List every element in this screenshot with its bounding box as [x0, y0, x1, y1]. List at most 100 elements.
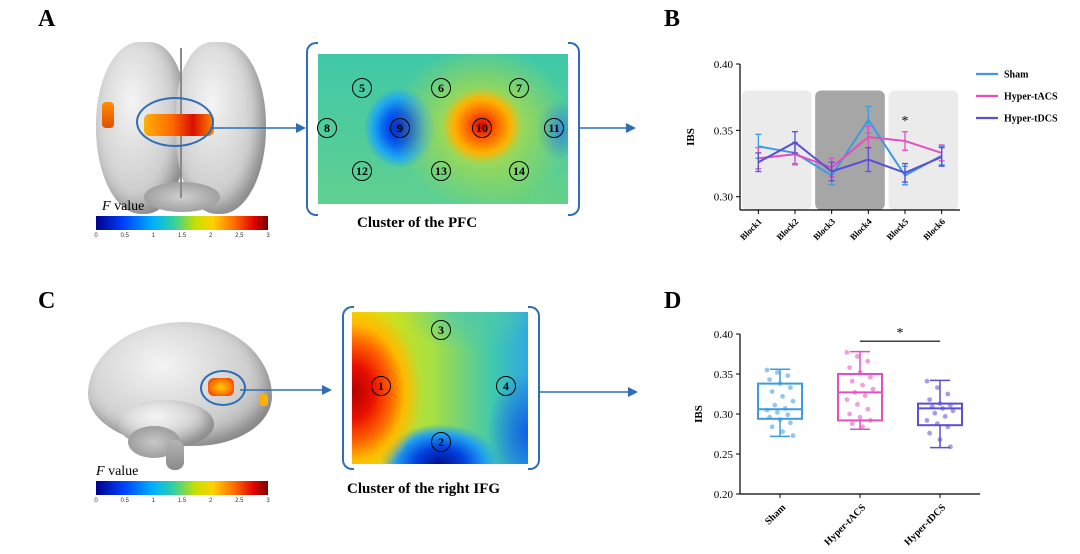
panel-a-letter: A	[38, 6, 56, 32]
data-point	[942, 414, 948, 419]
data-point	[929, 404, 935, 410]
shaded-block	[815, 90, 885, 210]
data-point	[860, 382, 865, 388]
data-point	[857, 414, 863, 420]
data-point	[785, 373, 791, 378]
bracket-right-a	[568, 42, 580, 216]
data-point	[769, 389, 775, 394]
roi-ellipse-pfc	[136, 97, 214, 147]
panel-d-letter: D	[664, 288, 682, 314]
brain-lateral-stem	[166, 440, 184, 470]
fvalue-label-a: F value	[102, 199, 145, 214]
data-point	[937, 401, 943, 406]
data-point	[860, 424, 865, 430]
x-tick-label: Hyper-tDCS	[903, 502, 949, 548]
channel-4: 4	[496, 376, 516, 396]
data-point	[777, 381, 783, 386]
data-point	[865, 406, 871, 412]
box	[917, 402, 963, 427]
roi-ellipse-ifg	[200, 370, 246, 406]
colorbar-a	[96, 216, 268, 230]
data-point	[927, 397, 932, 402]
data-point	[847, 365, 852, 370]
data-point	[950, 408, 956, 414]
legend-label: Sham	[1004, 70, 1029, 81]
data-point	[790, 398, 796, 404]
colorbar-c-ticks: 0 0.5 1 1.5 2 2.5 3	[94, 498, 269, 506]
data-point	[945, 391, 951, 397]
box	[757, 382, 803, 420]
data-point	[775, 410, 780, 415]
arrow-map-to-chart-a	[580, 123, 636, 133]
data-point	[782, 406, 788, 411]
data-point	[855, 402, 860, 407]
data-point	[790, 433, 796, 438]
channel-6: 6	[431, 78, 451, 98]
channel-5: 5	[352, 78, 372, 98]
data-point	[870, 386, 876, 392]
channel-labels-pfc: 5 6 7 8 9 10 11 12 13 14	[317, 54, 568, 204]
series-line	[757, 141, 943, 174]
data-point	[767, 377, 772, 382]
channel-12: 12	[352, 161, 372, 181]
data-point	[865, 358, 871, 364]
caption-pfc: Cluster of the PFC	[357, 215, 478, 231]
channel-11: 11	[544, 118, 564, 138]
data-point	[857, 370, 863, 375]
colorbar-a-ticks: 0 0.5 1 1.5 2 2.5 3	[94, 233, 269, 241]
y-tick-label: 0.35	[714, 369, 734, 381]
colorbar-c-tick: 2	[209, 498, 213, 504]
y-tick-label: 0.25	[714, 449, 734, 461]
x-tick-label: Block5	[885, 216, 911, 242]
shaded-block	[888, 90, 959, 210]
data-point	[777, 417, 783, 422]
channel-8: 8	[317, 118, 337, 138]
panel-b-letter: B	[664, 6, 681, 32]
bracket-left-a	[306, 42, 318, 216]
y-tick-label: 0.20	[714, 489, 734, 501]
colorbar-c-tick: 0	[94, 498, 98, 504]
channel-1: 1	[371, 376, 391, 396]
data-point	[844, 397, 850, 402]
channel-13: 13	[431, 161, 451, 181]
channel-10: 10	[472, 118, 492, 138]
data-point	[940, 406, 945, 411]
fvalue-label-c: F value	[96, 464, 139, 479]
channel-9: 9	[390, 118, 410, 138]
colorbar-c-tick: 1.5	[177, 498, 187, 504]
colorbar-a-tick: 2	[209, 233, 213, 239]
significance-star: *	[902, 114, 909, 129]
arrow-brain-to-map-a	[210, 123, 306, 133]
arrow-map-to-chart-c	[540, 387, 638, 397]
panel-c-letter: C	[38, 288, 56, 314]
data-point	[764, 407, 770, 413]
data-point	[868, 374, 873, 380]
activation-blob-frontal-pole	[260, 394, 268, 406]
series-line	[758, 117, 943, 177]
colorbar-a-tick: 0.5	[120, 233, 129, 239]
data-point	[935, 385, 940, 390]
data-point	[767, 414, 772, 420]
series-line	[758, 135, 942, 169]
data-point	[847, 411, 852, 417]
legend-label: Hyper-tDCS	[1004, 114, 1058, 125]
x-tick-label: Sham	[763, 502, 789, 528]
data-point	[772, 402, 778, 408]
data-point	[769, 424, 775, 430]
data-point	[852, 390, 858, 395]
data-point	[780, 394, 785, 399]
box	[837, 373, 883, 422]
data-point	[948, 402, 953, 408]
colorbar-a-tick: 1	[151, 233, 155, 239]
data-point	[855, 354, 860, 359]
channel-14: 14	[509, 161, 529, 181]
y-tick-label: 0.30	[714, 192, 734, 204]
data-point	[849, 378, 855, 384]
data-point	[932, 410, 938, 416]
data-point	[780, 429, 785, 434]
data-point	[785, 412, 791, 418]
x-tick-label: Block4	[848, 216, 874, 242]
colorbar-c	[96, 481, 268, 495]
data-point	[945, 424, 951, 430]
channel-7: 7	[509, 78, 529, 98]
